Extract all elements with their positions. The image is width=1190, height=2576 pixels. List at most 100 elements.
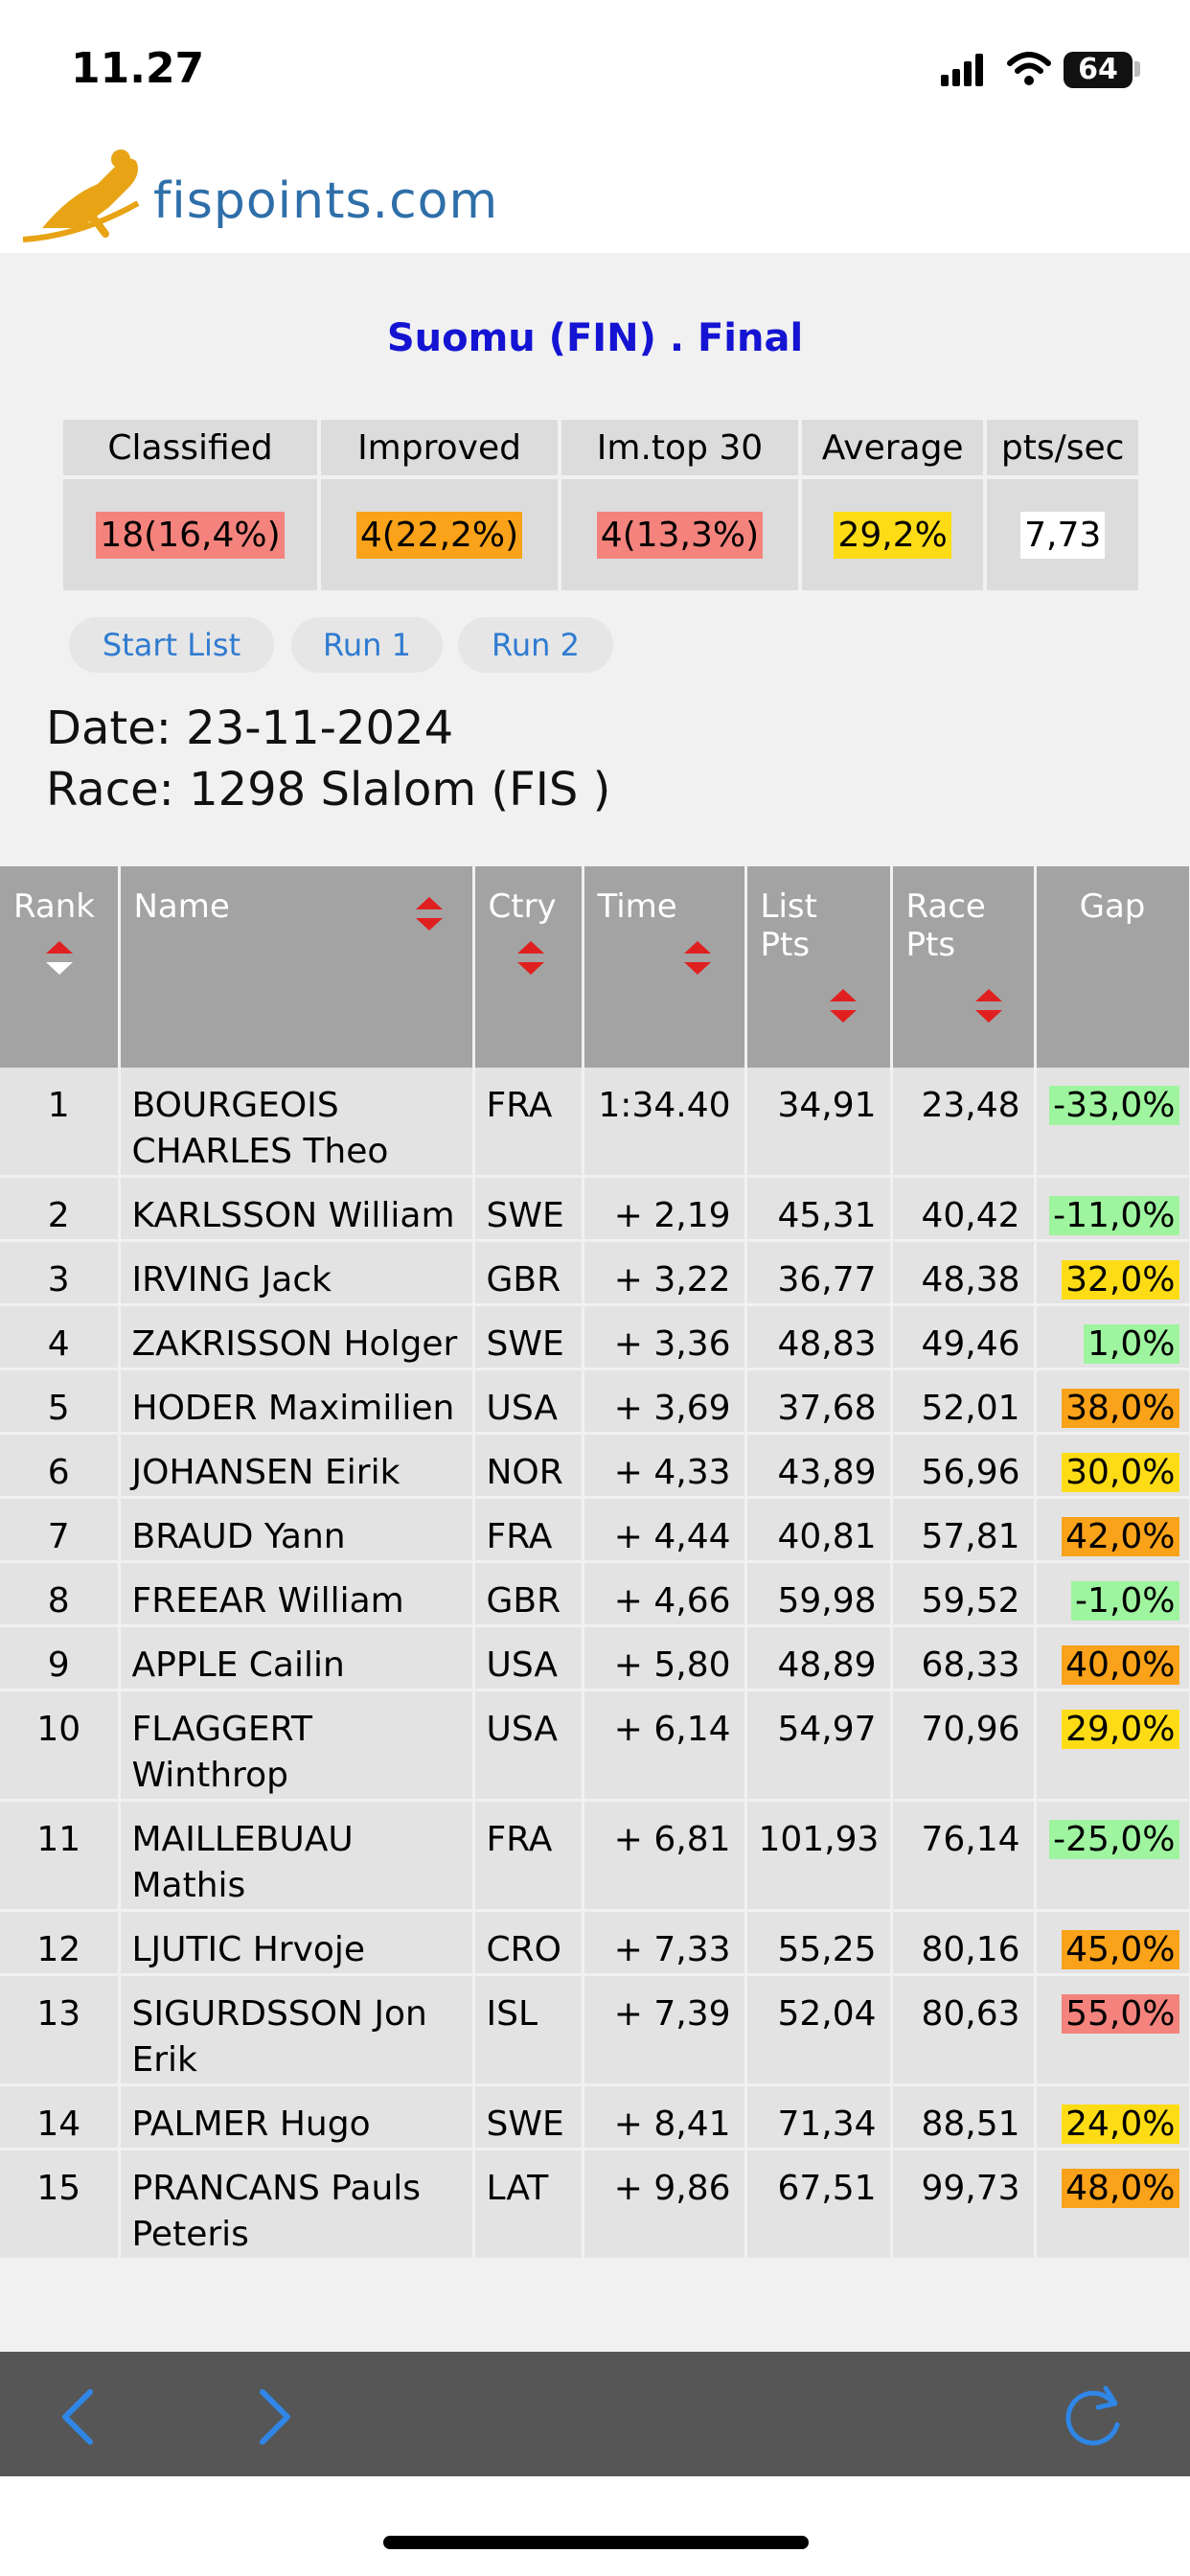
table-row: 4 ZAKRISSON Holger SWE + 3,36 48,83 49,46 1,0%: [0, 1304, 1190, 1370]
summary-improved-value: 4(22,2%): [355, 511, 523, 559]
summary-header-improved: Improved: [317, 416, 561, 479]
gap-value: -25,0%: [1049, 1820, 1179, 1859]
gap-cell: 1,0%: [1035, 1304, 1190, 1370]
sort-down-icon: [829, 1010, 857, 1023]
reload-icon[interactable]: [1064, 2382, 1127, 2450]
list-pts-cell: 48,83: [745, 1304, 893, 1370]
gap-cell: 42,0%: [1035, 1497, 1190, 1563]
sort-down-icon: [516, 962, 544, 975]
list-pts-cell: 55,25: [745, 1910, 893, 1976]
gap-value: 40,0%: [1062, 1645, 1179, 1685]
gap-cell: 30,0%: [1035, 1433, 1190, 1499]
athlete-name-cell[interactable]: MAILLEBUAU Mathis: [119, 1800, 475, 1912]
time-cell: + 8,41: [583, 2084, 747, 2150]
athlete-name-cell[interactable]: FLAGGERT Winthrop: [119, 1690, 475, 1802]
race-pts-cell: 76,14: [891, 1800, 1037, 1912]
sort-down-icon: [415, 918, 443, 931]
race-pts-cell: 56,96: [891, 1433, 1037, 1499]
gap-cell: 38,0%: [1035, 1368, 1190, 1435]
gap-cell: 24,0%: [1035, 2084, 1190, 2150]
gap-cell: -25,0%: [1035, 1800, 1190, 1912]
athlete-name-cell[interactable]: FREEAR William: [119, 1561, 475, 1627]
gap-value: 48,0%: [1062, 2169, 1179, 2208]
athlete-name-cell[interactable]: HODER Maximilien: [119, 1368, 475, 1435]
gap-cell: 40,0%: [1035, 1625, 1190, 1691]
gap-cell: -1,0%: [1035, 1561, 1190, 1627]
athlete-name-cell[interactable]: PALMER Hugo: [119, 2084, 475, 2150]
site-logo[interactable]: fispoints.com: [13, 144, 550, 249]
athlete-name-cell[interactable]: PRANCANS Pauls Peteris: [119, 2149, 475, 2261]
sort-up-icon: [415, 897, 443, 909]
time-cell: + 4,33: [583, 1433, 747, 1499]
time-cell: + 3,36: [583, 1304, 747, 1370]
back-icon[interactable]: [56, 2386, 98, 2448]
rank-cell: 10: [0, 1690, 121, 1802]
column-header-rank[interactable]: Rank: [0, 866, 121, 1068]
sort-up-icon: [516, 941, 544, 954]
sort-down-icon: [46, 962, 73, 975]
list-pts-cell: 34,91: [745, 1068, 893, 1178]
list-pts-cell: 40,81: [745, 1497, 893, 1563]
column-header-ctry[interactable]: Ctry: [473, 866, 584, 1068]
country-cell: USA: [473, 1625, 584, 1691]
list-pts-cell: 71,34: [745, 2084, 893, 2150]
main-content: Suomu (FIN) . Final Classified Improved …: [0, 253, 1190, 2352]
time-cell: + 9,86: [583, 2149, 747, 2261]
column-header-list-pts[interactable]: List Pts: [745, 866, 893, 1068]
country-cell: SWE: [473, 2084, 584, 2150]
list-pts-cell: 59,98: [745, 1561, 893, 1627]
status-bar: 11.27 64: [0, 0, 1190, 134]
athlete-name-cell[interactable]: LJUTIC Hrvoje: [119, 1910, 475, 1976]
race-pts-cell: 80,16: [891, 1910, 1037, 1976]
athlete-name-cell[interactable]: APPLE Cailin: [119, 1625, 475, 1691]
table-row: 5 HODER Maximilien USA + 3,69 37,68 52,01 38,0…: [0, 1368, 1190, 1435]
table-row: 10 FLAGGERT Winthrop USA + 6,14 54,97 70,96 29…: [0, 1690, 1190, 1802]
race-pts-cell: 68,33: [891, 1625, 1037, 1691]
tab-run-1[interactable]: Run 1: [291, 617, 443, 673]
race-pts-cell: 99,73: [891, 2149, 1037, 2261]
gap-cell: 55,0%: [1035, 1974, 1190, 2086]
athlete-name-cell[interactable]: BRAUD Yann: [119, 1497, 475, 1563]
column-header-name[interactable]: Name: [119, 866, 475, 1068]
athlete-name-cell[interactable]: BOURGEOIS CHARLES Theo: [119, 1068, 475, 1178]
rank-cell: 13: [0, 1974, 121, 2086]
race-pts-cell: 52,01: [891, 1368, 1037, 1435]
sort-down-icon: [974, 1010, 1002, 1023]
tab-run-2[interactable]: Run 2: [458, 617, 613, 673]
home-indicator[interactable]: [383, 2536, 809, 2549]
gap-value: 32,0%: [1062, 1260, 1179, 1300]
country-cell: FRA: [473, 1497, 584, 1563]
column-header-time[interactable]: Time: [583, 866, 747, 1068]
gap-value: -1,0%: [1071, 1581, 1179, 1621]
table-row: 1 BOURGEOIS CHARLES Theo FRA 1:34.40 34,91 23…: [0, 1068, 1190, 1178]
table-row: 6 JOHANSEN Eirik NOR + 4,33 43,89 56,96 30,0%: [0, 1433, 1190, 1499]
country-cell: CRO: [473, 1910, 584, 1976]
country-cell: GBR: [473, 1240, 584, 1306]
column-header-race-pts[interactable]: Race Pts: [891, 866, 1037, 1068]
tab-start-list[interactable]: Start List: [69, 617, 274, 673]
table-row: 12 LJUTIC Hrvoje CRO + 7,33 55,25 80,16 45,0%: [0, 1910, 1190, 1976]
logo-text: fispoints.com: [153, 172, 499, 230]
athlete-name-cell[interactable]: IRVING Jack: [119, 1240, 475, 1306]
sort-up-icon: [46, 941, 73, 954]
gap-value: 55,0%: [1062, 1994, 1179, 2034]
race-date: Date: 23-11-2024: [46, 702, 454, 755]
athlete-name-cell[interactable]: ZAKRISSON Holger: [119, 1304, 475, 1370]
table-row: 8 FREEAR William GBR + 4,66 59,98 59,52 -1,0%: [0, 1561, 1190, 1627]
table-row: 11 MAILLEBUAU Mathis FRA + 6,81 101,93 76,14-…: [0, 1800, 1190, 1912]
forward-icon[interactable]: [255, 2386, 297, 2448]
summary-header-im-top-30: Im.top 30: [558, 416, 802, 479]
gap-cell: 29,0%: [1035, 1690, 1190, 1802]
athlete-name-cell[interactable]: JOHANSEN Eirik: [119, 1433, 475, 1499]
race-pts-cell: 23,48: [891, 1068, 1037, 1178]
browser-toolbar: [0, 2352, 1190, 2476]
race-pts-cell: 57,81: [891, 1497, 1037, 1563]
wifi-icon: [1007, 52, 1051, 85]
gap-value: 38,0%: [1062, 1389, 1179, 1428]
list-pts-cell: 45,31: [745, 1176, 893, 1242]
gap-value: -33,0%: [1049, 1086, 1179, 1125]
athlete-name-cell[interactable]: SIGURDSSON Jon Erik: [119, 1974, 475, 2086]
table-row: 3 IRVING Jack GBR + 3,22 36,77 48,38 32,0%: [0, 1240, 1190, 1306]
athlete-name-cell[interactable]: KARLSSON William: [119, 1176, 475, 1242]
country-cell: ISL: [473, 1974, 584, 2086]
